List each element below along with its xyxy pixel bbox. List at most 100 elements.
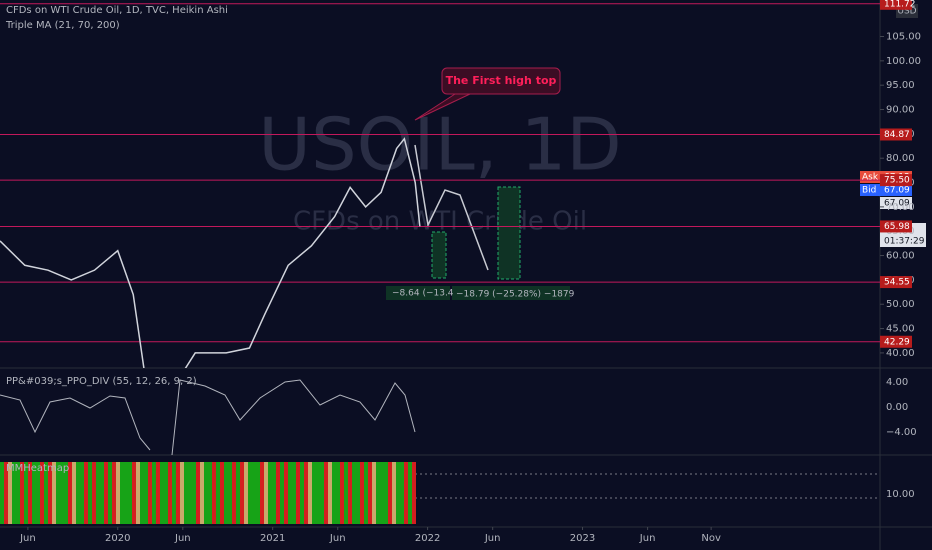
heatmap-cell [156,462,160,524]
heatmap-cell [176,462,180,524]
heatmap-cell [348,462,352,524]
heatmap-cell [140,462,144,524]
heatmap-cell [224,462,228,524]
price-group [0,137,421,368]
heatmap-cell [68,462,72,524]
heatmap-cell [72,462,76,524]
heatmap-cell [356,462,360,524]
heatmap-cell [220,462,224,524]
heatmap-cell [8,462,12,524]
heatmap-cell [204,462,208,524]
heatmap-cell [184,462,188,524]
heatmap-cell [136,462,140,524]
annotation-pointer [414,93,471,121]
heatmap-cell [352,462,356,524]
indicator-title: Triple MA (21, 70, 200) [5,20,120,31]
level-label: 111.72 [884,0,916,9]
heatmap-cell [48,462,52,524]
measure-box [431,231,447,279]
heatmap-cell [80,462,84,524]
heatmap-cell [44,462,48,524]
measure-label-bg [452,286,570,300]
level-label: 42.29 [884,337,910,347]
heatmap-cell [92,462,96,524]
heatmap-cell [304,462,308,524]
y-tick-label: 90.00 [886,105,915,116]
y-tick-label: 100.00 [886,56,921,67]
heatmap-cell [56,462,60,524]
x-tick-label: Jun [329,533,346,544]
heatmap-cell [412,462,416,524]
heatmap-cell [384,462,388,524]
heatmap-cell [112,462,116,524]
heatmap-cell [212,462,216,524]
heatmap-cell [252,462,256,524]
heatmap-cell [180,462,184,524]
heatmap-cell [84,462,88,524]
heatmap-cell [60,462,64,524]
heatmap-cell [364,462,368,524]
heatmap-cell [408,462,412,524]
heatmap-cell [344,462,348,524]
heatmap-cell [332,462,336,524]
level-box [880,174,912,187]
heatmap-cell [396,462,400,524]
heatmap-cell [160,462,164,524]
heatmap-cell [320,462,324,524]
heatmap-cell [380,462,384,524]
heatmap-cell [268,462,272,524]
x-tick-label: Jun [19,533,36,544]
x-tick-label: 2021 [260,533,285,544]
heatmap-cell [104,462,108,524]
heatmap-cell [120,462,124,524]
heatmap-cell [20,462,24,524]
heatmap-cell [376,462,380,524]
heatmap-cell [12,462,16,524]
y-tick-label: 50.00 [886,299,915,310]
heatmap-cell [168,462,172,524]
measure-label: −8.64 (−13.4 [392,289,454,299]
heatmap-cell [28,462,32,524]
heatmap-cell [36,462,40,524]
projection-arrow [414,144,489,271]
ppo-tick: 4.00 [886,377,908,388]
heatmap-cell [32,462,36,524]
y-tick-label: 70.00 [886,202,915,213]
heatmap-cell [280,462,284,524]
level-label: 65.98 [884,222,910,232]
heatmap-cell [164,462,168,524]
level-label: 84.87 [884,130,910,140]
annotation-box [441,67,561,95]
y-tick-label: 95.00 [886,80,915,91]
x-tick-label: 2022 [415,533,440,544]
heatmap-cell [192,462,196,524]
y-tick-label: 45.00 [886,324,915,335]
heatmap-cell [404,462,408,524]
last-price: 67.09 [884,199,910,209]
bid-tag [860,184,880,196]
watermark: USOIL, 1D [258,103,621,187]
heatmap-cell [0,462,4,524]
heatmap-cell [200,462,204,524]
heatmap-cell [40,462,44,524]
heatmap-cell [132,462,136,524]
heatmap-cell [392,462,396,524]
heatmap-cell [296,462,300,524]
heatmap-cell [288,462,292,524]
measure-label-bg [386,286,450,300]
heatmap-cell [4,462,8,524]
heatmap-tick: 10.00 [886,489,915,500]
level-box [880,335,912,348]
level-box [880,220,912,233]
heatmap-cell [116,462,120,524]
heatmap-cell [372,462,376,524]
level-label: 75.50 [884,176,910,186]
bid-box [880,184,912,196]
y-tick-label: 40.00 [886,348,915,359]
heatmap-cell [240,462,244,524]
heatmap-cell [16,462,20,524]
heatmap-cell [216,462,220,524]
heatmap-cell [108,462,112,524]
heatmap-cell [228,462,232,524]
